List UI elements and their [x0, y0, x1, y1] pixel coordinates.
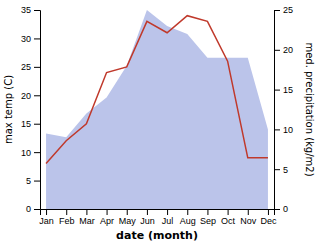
tick-mark	[147, 209, 148, 215]
tick-mark	[34, 95, 40, 96]
tick-mark	[167, 209, 168, 215]
tick-mark	[34, 181, 40, 182]
tick: 15	[21, 119, 40, 129]
tick-label: 25	[283, 5, 293, 15]
tick-mark	[274, 129, 280, 130]
tick: 5	[26, 176, 40, 186]
tick-label: 10	[283, 125, 293, 135]
tick: Apr	[100, 209, 114, 226]
tick-mark	[34, 67, 40, 68]
tick-label: 25	[21, 62, 31, 72]
tick: Feb	[59, 209, 75, 226]
tick-mark	[274, 209, 280, 210]
tick: 20	[21, 91, 40, 101]
y-axis-title: max temp (C)	[3, 75, 14, 144]
tick-label: 15	[21, 119, 31, 129]
axis-line	[34, 11, 41, 210]
tick: 10	[274, 125, 293, 135]
x-axis: Jan Feb Mar Apr MayJun Jul Aug Sep Oct NovDec	[39, 209, 277, 226]
tick-label: 5	[283, 165, 288, 175]
tick-label: 5	[26, 176, 31, 186]
tick-mark	[127, 209, 128, 215]
axis-line	[41, 210, 275, 216]
tick: 0	[26, 204, 40, 214]
tick-mark	[274, 90, 280, 91]
plot: Jan Feb Mar Apr MayJun Jul Aug Sep Oct NovDec 0 5 10…	[3, 5, 315, 242]
tick: May	[119, 209, 137, 226]
tick: Sep	[200, 209, 216, 226]
tick-label: 15	[283, 85, 293, 95]
tick: Jan	[39, 209, 54, 226]
tick: 5	[274, 165, 288, 175]
tick-mark	[274, 10, 280, 11]
tick: 10	[21, 148, 40, 158]
tick: 25	[274, 5, 293, 15]
tick: Aug	[180, 209, 196, 226]
tick-label: 20	[21, 91, 31, 101]
tick-mark	[268, 209, 269, 215]
tick-label: Sep	[200, 216, 216, 226]
tick: 35	[21, 5, 40, 15]
tick: 15	[274, 85, 293, 95]
tick-mark	[34, 152, 40, 153]
tick-mark	[274, 169, 280, 170]
tick: 25	[21, 62, 40, 72]
tick: Dec	[260, 209, 277, 226]
chart: Jan Feb Mar Apr MayJun Jul Aug Sep Oct NovDec 0 5 10…	[0, 0, 318, 247]
tick-mark	[228, 209, 229, 215]
tick-mark	[34, 38, 40, 39]
tick-label: May	[119, 216, 137, 226]
tick-mark	[207, 209, 208, 215]
tick: Mar	[79, 209, 95, 226]
tick-mark	[34, 10, 40, 11]
tick-label: Jan	[39, 216, 54, 226]
tick-label: 20	[283, 45, 293, 55]
tick-mark	[86, 209, 87, 215]
tick-label: Apr	[100, 216, 114, 226]
tick-mark	[46, 209, 47, 215]
tick-mark	[107, 209, 108, 215]
tick: Nov	[240, 209, 257, 226]
tick-label: Jun	[140, 216, 155, 226]
tick-label: 35	[21, 5, 31, 15]
y2-axis-title: med. precipitation (kg/m2)	[304, 42, 315, 176]
tick: Jul	[162, 209, 174, 226]
y-axis: 0 5 10 15 20 25 30 35	[21, 5, 41, 214]
tick-label: Aug	[180, 216, 196, 226]
y2-axis: 0 5 10 15 20 25	[274, 5, 293, 214]
area	[46, 10, 268, 209]
tick-label: Oct	[221, 216, 236, 226]
x-axis-title: date (month)	[116, 229, 198, 242]
tick: 0	[274, 204, 288, 214]
tick-label: 10	[21, 148, 31, 158]
tick: Jun	[140, 209, 155, 226]
tick-mark	[34, 209, 40, 210]
tick-mark	[66, 209, 67, 215]
tick-label: Dec	[260, 216, 277, 226]
tick-mark	[274, 50, 280, 51]
tick-label: 0	[26, 204, 31, 214]
tick-mark	[34, 124, 40, 125]
tick-mark	[187, 209, 188, 215]
tick: 20	[274, 45, 293, 55]
tick-label: Jul	[162, 216, 174, 226]
tick-mark	[248, 209, 249, 215]
tick: 30	[21, 34, 40, 44]
tick-label: Mar	[79, 216, 95, 226]
tick-label: Nov	[240, 216, 257, 226]
tick-label: 30	[21, 34, 31, 44]
tick-label: Feb	[59, 216, 75, 226]
marks	[46, 10, 268, 209]
axis-line	[275, 11, 281, 210]
line	[46, 16, 268, 164]
tick-label: 0	[283, 204, 288, 214]
tick: Oct	[221, 209, 236, 226]
